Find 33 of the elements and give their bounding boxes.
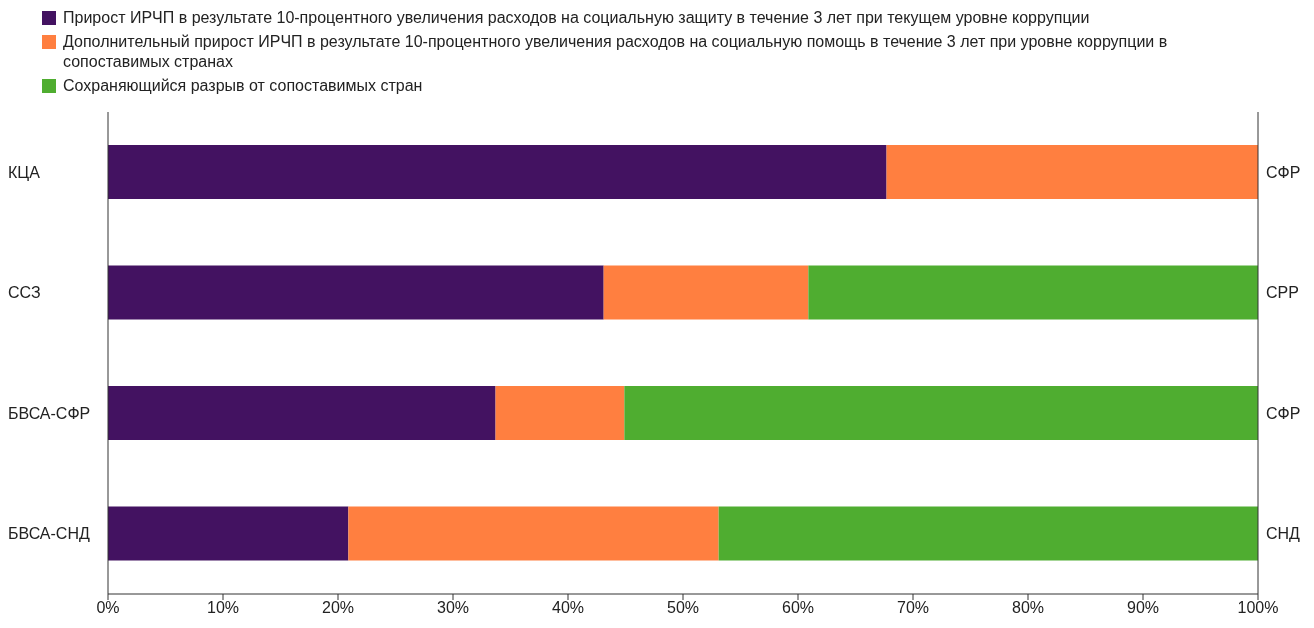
bar: [108, 265, 604, 320]
x-tick-label: 0%: [96, 599, 120, 617]
x-tick-label: 80%: [1011, 599, 1045, 617]
x-tick-label: 100%: [1237, 599, 1279, 617]
y-tick-label: БВСА-СНД: [8, 525, 90, 543]
bar: [624, 386, 1258, 440]
y-tick-label: БВСА-СФР: [8, 404, 91, 422]
bar: [718, 506, 1258, 561]
y2-tick-label: СНД: [1266, 525, 1301, 543]
x-tick-label: 70%: [896, 599, 930, 617]
y2-tick-label: СФР: [1266, 404, 1301, 422]
bar: [495, 386, 625, 440]
y-tick-label: ССЗ: [8, 284, 41, 302]
bar: [808, 265, 1258, 320]
x-tick-label: 10%: [206, 599, 240, 617]
x-tick-label: 60%: [781, 599, 815, 617]
bar: [886, 145, 1258, 199]
x-tick-label: 90%: [1126, 599, 1160, 617]
x-tick-label: 30%: [436, 599, 470, 617]
bar: [108, 506, 349, 561]
legend-label: Сохраняющийся разрыв от сопоставимых стран: [63, 76, 423, 96]
x-tick-label: 20%: [321, 599, 355, 617]
bar: [108, 145, 887, 199]
x-tick-label: 50%: [666, 599, 700, 617]
y2-tick-label: СРР: [1266, 284, 1299, 302]
y-tick-label: КЦА: [8, 163, 41, 181]
y2-tick-label: СФР: [1266, 163, 1301, 181]
x-tick-label: 40%: [551, 599, 585, 617]
legend-label: Дополнительный прирост ИРЧП в результате 10-процентного увеличения расходов на социальную помощь в течение 3 лет при уровне коррупции в сопоставимых странах: [63, 32, 1169, 72]
bar: [348, 506, 719, 561]
bar: [108, 386, 496, 440]
bar: [603, 265, 809, 320]
legend-label: Прирост ИРЧП в результате 10-процентного увеличения расходов на социальную защиту в течение 3 лет при текущем уровне коррупции: [63, 8, 1090, 28]
